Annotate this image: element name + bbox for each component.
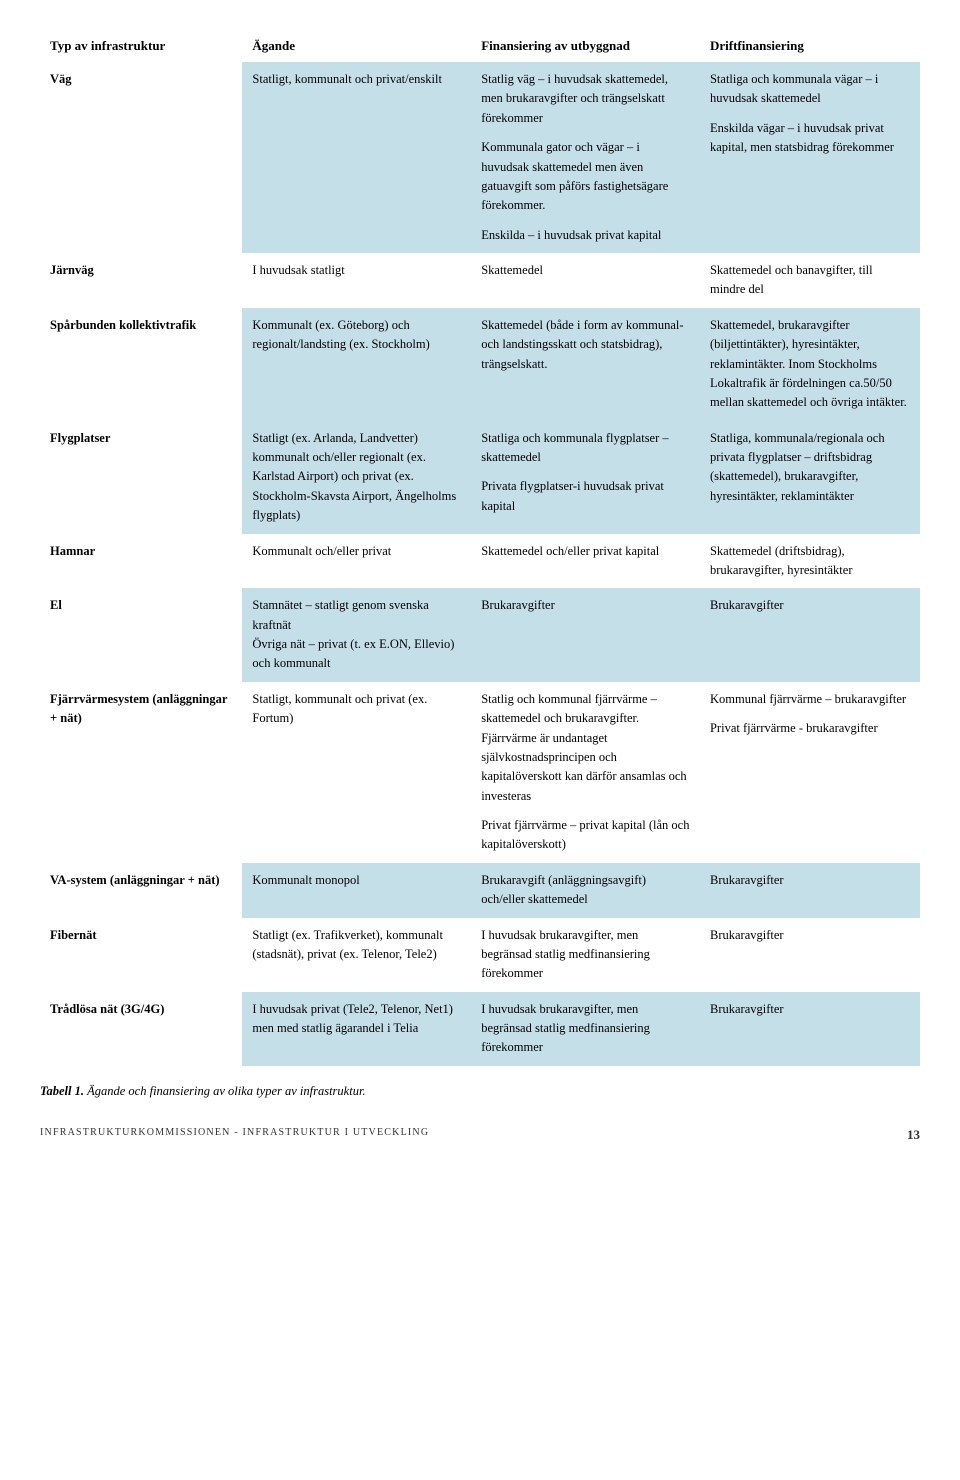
cell-ops: Statliga och kommunala vägar – i huvudsa… xyxy=(700,62,920,253)
cell-ops: Brukaravgifter xyxy=(700,918,920,992)
cell-owner: Statligt (ex. Arlanda, Landvetter) kommu… xyxy=(242,421,471,534)
cell-build: Brukaravgift (anläggningsavgift) och/ell… xyxy=(471,863,700,918)
page-number: 13 xyxy=(907,1127,920,1143)
cell-text: Privata flygplatser-i huvudsak privat ka… xyxy=(481,477,690,516)
row-label: Trådlösa nät (3G/4G) xyxy=(40,992,242,1066)
cell-text: Statlig väg – i huvudsak skattemedel, me… xyxy=(481,70,690,128)
cell-owner: Kommunalt (ex. Göteborg) och regionalt/l… xyxy=(242,308,471,421)
row-label: Järnväg xyxy=(40,253,242,308)
row-label: Flygplatser xyxy=(40,421,242,534)
cell-build: Statlig och kommunal fjärrvärme – skatte… xyxy=(471,682,700,863)
table-row: VA-system (anläggningar + nät) Kommunalt… xyxy=(40,863,920,918)
th-owner: Ägande xyxy=(242,30,471,62)
table-row: Hamnar Kommunalt och/eller privat Skatte… xyxy=(40,534,920,589)
cell-build: I huvudsak brukaravgifter, men begränsad… xyxy=(471,992,700,1066)
cell-ops: Brukaravgifter xyxy=(700,992,920,1066)
cell-owner: Kommunalt och/eller privat xyxy=(242,534,471,589)
cell-build: Skattemedel xyxy=(471,253,700,308)
caption-number: Tabell 1. xyxy=(40,1084,84,1098)
cell-owner: I huvudsak statligt xyxy=(242,253,471,308)
th-ops: Driftfinansiering xyxy=(700,30,920,62)
page: Typ av infrastruktur Ägande Finansiering… xyxy=(0,0,960,1163)
row-label: El xyxy=(40,588,242,682)
cell-text: Kommunala gator och vägar – i huvudsak s… xyxy=(481,138,690,216)
th-build: Finansiering av utbyggnad xyxy=(471,30,700,62)
cell-build: Skattemedel och/eller privat kapital xyxy=(471,534,700,589)
cell-build: Skattemedel (både i form av kommunal- oc… xyxy=(471,308,700,421)
cell-ops: Statliga, kommunala/regionala och privat… xyxy=(700,421,920,534)
row-label: VA-system (anläggningar + nät) xyxy=(40,863,242,918)
table-row: Fjärrvärmesystem (anläggningar + nät) St… xyxy=(40,682,920,863)
cell-text: Privat fjärrvärme – privat kapital (lån … xyxy=(481,816,690,855)
row-label: Spårbunden kollektivtrafik xyxy=(40,308,242,421)
page-footer: INFRASTRUKTURKOMMISSIONEN - INFRASTRUKTU… xyxy=(40,1127,920,1143)
cell-text: Enskilda vägar – i huvudsak privat kapit… xyxy=(710,119,910,158)
cell-owner: Kommunalt monopol xyxy=(242,863,471,918)
table-header-row: Typ av infrastruktur Ägande Finansiering… xyxy=(40,30,920,62)
cell-owner: Stamnätet – statligt genom svenska kraft… xyxy=(242,588,471,682)
row-label: Väg xyxy=(40,62,242,253)
table-row: Flygplatser Statligt (ex. Arlanda, Landv… xyxy=(40,421,920,534)
table-row: El Stamnätet – statligt genom svenska kr… xyxy=(40,588,920,682)
cell-owner: Statligt, kommunalt och privat (ex. Fort… xyxy=(242,682,471,863)
cell-owner: I huvudsak privat (Tele2, Telenor, Net1)… xyxy=(242,992,471,1066)
cell-text: Privat fjärrvärme - brukaravgifter xyxy=(710,719,910,738)
cell-text: Statliga och kommunala flygplatser – ska… xyxy=(481,429,690,468)
infrastructure-table: Typ av infrastruktur Ägande Finansiering… xyxy=(40,30,920,1066)
row-label: Fibernät xyxy=(40,918,242,992)
table-row: Järnväg I huvudsak statligt Skattemedel … xyxy=(40,253,920,308)
table-row: Spårbunden kollektivtrafik Kommunalt (ex… xyxy=(40,308,920,421)
cell-build: Statliga och kommunala flygplatser – ska… xyxy=(471,421,700,534)
cell-text: Statliga och kommunala vägar – i huvudsa… xyxy=(710,70,910,109)
table-row: Fibernät Statligt (ex. Trafikverket), ko… xyxy=(40,918,920,992)
cell-owner: Statligt, kommunalt och privat/enskilt xyxy=(242,62,471,253)
cell-text: Kommunal fjärrvärme – brukaravgifter xyxy=(710,690,910,709)
cell-build: Statlig väg – i huvudsak skattemedel, me… xyxy=(471,62,700,253)
table-row: Trådlösa nät (3G/4G) I huvudsak privat (… xyxy=(40,992,920,1066)
cell-build: I huvudsak brukaravgifter, men begränsad… xyxy=(471,918,700,992)
cell-ops: Kommunal fjärrvärme – brukaravgifter Pri… xyxy=(700,682,920,863)
table-caption: Tabell 1. Ägande och finansiering av oli… xyxy=(40,1084,920,1099)
cell-owner: Statligt (ex. Trafikverket), kommunalt (… xyxy=(242,918,471,992)
cell-build: Brukaravgifter xyxy=(471,588,700,682)
row-label: Fjärrvärmesystem (anläggningar + nät) xyxy=(40,682,242,863)
cell-ops: Skattemedel och banavgifter, till mindre… xyxy=(700,253,920,308)
cell-ops: Brukaravgifter xyxy=(700,588,920,682)
cell-text: Statlig och kommunal fjärrvärme – skatte… xyxy=(481,690,690,806)
row-label: Hamnar xyxy=(40,534,242,589)
caption-text: Ägande och finansiering av olika typer a… xyxy=(84,1084,366,1098)
cell-ops: Skattemedel (driftsbidrag), brukaravgift… xyxy=(700,534,920,589)
cell-ops: Brukaravgifter xyxy=(700,863,920,918)
cell-text: Enskilda – i huvudsak privat kapital xyxy=(481,226,690,245)
footer-title: INFRASTRUKTURKOMMISSIONEN - INFRASTRUKTU… xyxy=(40,1127,429,1143)
th-type: Typ av infrastruktur xyxy=(40,30,242,62)
cell-ops: Skattemedel, brukaravgifter (biljettintä… xyxy=(700,308,920,421)
table-row: Väg Statligt, kommunalt och privat/enski… xyxy=(40,62,920,253)
